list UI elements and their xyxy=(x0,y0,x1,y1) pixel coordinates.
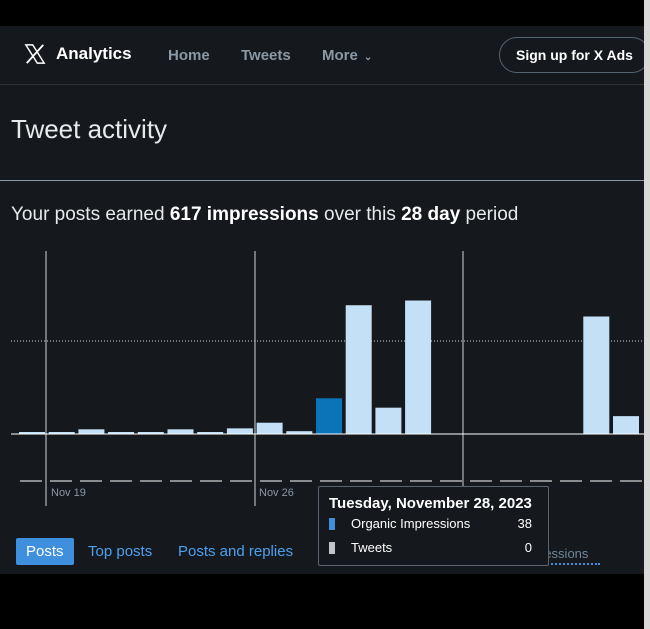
tab-impressions-faded[interactable]: ressions xyxy=(540,546,589,561)
summary-impressions: 617 impressions xyxy=(169,204,319,225)
tooltip-value: 38 xyxy=(517,516,532,531)
x-logo-icon[interactable] xyxy=(24,43,46,65)
tooltip-row-tweets: Tweets 0 xyxy=(329,540,538,560)
chevron-down-icon: ⌄ xyxy=(363,52,373,63)
analytics-app: Analytics Home Tweets More ⌄ Sign up for … xyxy=(0,26,644,574)
top-nav: Analytics Home Tweets More ⌄ Sign up for … xyxy=(0,26,644,85)
nav-home-link[interactable]: Home xyxy=(168,47,210,64)
tab-top-posts[interactable]: Top posts xyxy=(88,543,153,560)
tab-underline xyxy=(540,563,600,565)
sign-up-ads-button[interactable]: Sign up for X Ads xyxy=(499,37,644,73)
title-band: Tweet activity xyxy=(0,85,644,181)
legend-swatch-tweets xyxy=(329,542,335,554)
impressions-chart: Nov 19 Nov 26 xyxy=(11,251,644,506)
chart-bar xyxy=(316,398,342,434)
chart-bar xyxy=(226,428,253,434)
chart-bar xyxy=(286,431,313,434)
chart-bar xyxy=(197,432,224,434)
tooltip-value: 0 xyxy=(524,540,532,555)
nav-more-menu[interactable]: More ⌄ xyxy=(322,47,372,64)
window-edge xyxy=(644,0,650,629)
chart-tooltip: Tuesday, November 28, 2023 Organic Impre… xyxy=(318,486,549,566)
chart-bar xyxy=(345,305,372,434)
chart-bar xyxy=(256,422,283,434)
chart-bar xyxy=(19,432,45,434)
chart-bar xyxy=(78,429,105,434)
nav-tweets-link[interactable]: Tweets xyxy=(241,47,291,64)
tooltip-row-impressions: Organic Impressions 38 xyxy=(329,516,538,536)
chart-bar xyxy=(48,432,75,434)
chart-bar xyxy=(108,432,135,434)
tab-posts-and-replies[interactable]: Posts and replies xyxy=(178,543,294,560)
summary-prefix: Your posts earned xyxy=(11,204,170,225)
nav-more-label: More xyxy=(322,47,358,64)
summary-middle: over this xyxy=(318,204,402,225)
x-tick-label: Nov 26 xyxy=(259,487,294,499)
chart-bar xyxy=(583,316,610,434)
chart-bar xyxy=(405,300,432,434)
tooltip-label: Organic Impressions xyxy=(351,516,471,531)
x-tick-label: Nov 19 xyxy=(51,487,86,499)
chart-bar xyxy=(375,407,402,434)
tooltip-date: Tuesday, November 28, 2023 xyxy=(329,495,532,512)
tooltip-label: Tweets xyxy=(351,540,393,555)
chart-bar xyxy=(613,416,639,434)
summary-period: 28 day xyxy=(401,204,461,225)
tab-posts[interactable]: Posts xyxy=(16,538,74,565)
chart-bar xyxy=(137,432,164,434)
impressions-summary: Your posts earned 617 impressions over t… xyxy=(11,204,518,226)
brand-title[interactable]: Analytics xyxy=(56,44,132,63)
legend-swatch-impressions xyxy=(329,518,335,530)
summary-suffix: period xyxy=(460,204,519,225)
chart-bar xyxy=(167,429,194,434)
page-title: Tweet activity xyxy=(11,114,168,144)
